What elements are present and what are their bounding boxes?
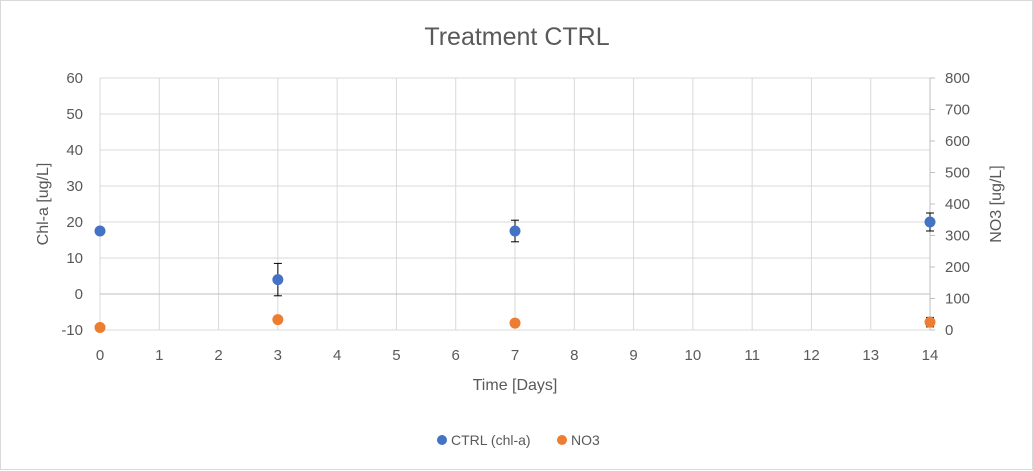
x-tick-label: 0 bbox=[96, 347, 104, 364]
y2-tick-label: 400 bbox=[945, 196, 970, 213]
legend-marker-no3 bbox=[557, 435, 567, 445]
x-tick-label: 10 bbox=[685, 347, 702, 364]
x-tick-label: 9 bbox=[629, 347, 637, 364]
y-tick-label: -10 bbox=[61, 322, 83, 339]
data-point-ctrl bbox=[94, 225, 106, 237]
x-tick-label: 4 bbox=[333, 347, 341, 364]
y-tick-label: 30 bbox=[66, 178, 83, 195]
y-tick-label: 40 bbox=[66, 142, 83, 159]
chart-title: Treatment CTRL bbox=[424, 23, 609, 51]
x-tick-label: 7 bbox=[511, 347, 519, 364]
y-tick-label: 50 bbox=[66, 106, 83, 123]
x-tick-label: 6 bbox=[452, 347, 460, 364]
legend-marker-ctrl bbox=[437, 435, 447, 445]
x-tick-label: 5 bbox=[392, 347, 400, 364]
x-tick-label: 8 bbox=[570, 347, 578, 364]
y2-tick-label: 600 bbox=[945, 133, 970, 150]
x-tick-label: 14 bbox=[922, 347, 939, 364]
y2-tick-label: 300 bbox=[945, 228, 970, 245]
data-point-no3 bbox=[924, 316, 936, 328]
y2-tick-label: 700 bbox=[945, 102, 970, 119]
y-tick-label: 20 bbox=[66, 214, 83, 231]
x-tick-label: 2 bbox=[214, 347, 222, 364]
y2-tick-label: 0 bbox=[945, 322, 953, 339]
grid bbox=[99, 77, 931, 331]
y2-tick-label: 100 bbox=[945, 291, 970, 308]
data-point-ctrl bbox=[509, 225, 521, 237]
legend-label-no3: NO3 bbox=[571, 432, 600, 448]
series bbox=[94, 212, 936, 333]
data-point-ctrl bbox=[272, 274, 284, 286]
y-tick-label: 0 bbox=[75, 286, 83, 303]
y-tick-label: 10 bbox=[66, 250, 83, 267]
data-point-ctrl bbox=[924, 216, 936, 228]
data-point-no3 bbox=[509, 317, 521, 329]
y2-axis-title: NO3 [ug/L] bbox=[988, 165, 1005, 242]
axes: -100102030405060010020030040050060070080… bbox=[61, 70, 970, 364]
data-point-no3 bbox=[272, 314, 284, 326]
y2-tick-label: 200 bbox=[945, 259, 970, 276]
x-tick-label: 3 bbox=[274, 347, 282, 364]
x-tick-label: 1 bbox=[155, 347, 163, 364]
legend: CTRL (chl-a) NO3 bbox=[437, 432, 600, 448]
x-tick-label: 11 bbox=[744, 347, 760, 364]
x-axis-title: Time [Days] bbox=[473, 377, 558, 394]
x-tick-label: 13 bbox=[862, 347, 879, 364]
y2-tick-label: 800 bbox=[945, 70, 970, 87]
legend-label-ctrl: CTRL (chl-a) bbox=[451, 432, 531, 448]
y-axis-title: Chl-a [ug/L] bbox=[35, 163, 52, 246]
x-tick-label: 12 bbox=[803, 347, 820, 364]
y-tick-label: 60 bbox=[66, 70, 83, 87]
y2-tick-label: 500 bbox=[945, 165, 970, 182]
data-point-no3 bbox=[94, 321, 106, 333]
